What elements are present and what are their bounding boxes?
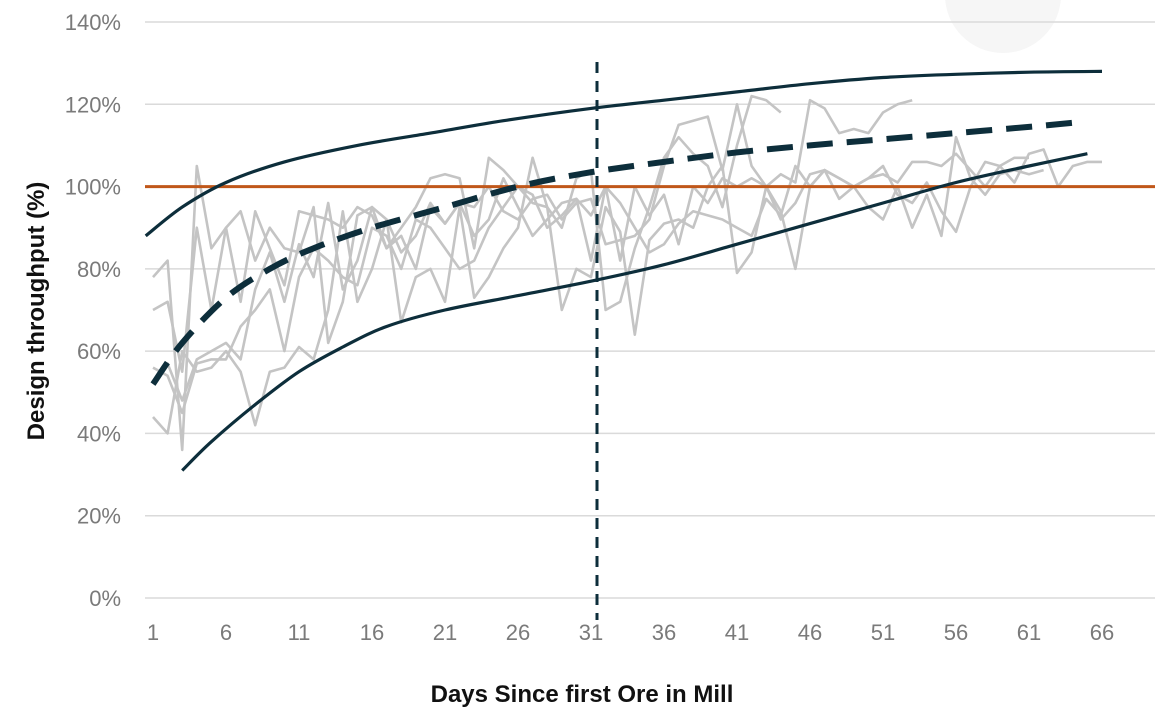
x-tick-label: 36 [652,620,676,645]
envelope-series [144,69,1103,472]
average-series-line [150,119,1074,386]
y-tick-label: 0% [89,586,121,611]
x-tick-label: 61 [1017,620,1041,645]
y-tick-label: 80% [77,257,121,282]
average-series [150,119,1074,386]
x-tick-label: 11 [288,620,311,645]
x-tick-label: 56 [944,620,968,645]
y-tick-label: 60% [77,339,121,364]
x-axis-title: Days Since first Ore in Mill [431,681,734,708]
gridlines [145,21,1155,599]
mill-series-line-2 [152,98,913,374]
x-tick-label: 1 [147,620,159,645]
y-tick-label: 100% [65,175,121,200]
x-tick-label: 26 [506,620,530,645]
x-tick-label: 21 [433,620,457,645]
mill-series [151,94,1102,452]
x-tick-label: 66 [1090,620,1114,645]
y-tick-label: 120% [65,92,121,117]
lower-envelope-line [181,152,1088,472]
x-tick-label: 41 [725,620,749,645]
x-tick-label: 31 [579,620,603,645]
y-axis-title: Design throughput (%) [23,182,50,441]
mill-series-line-5 [151,156,1029,402]
x-tick-label: 6 [220,620,232,645]
y-tick-label: 140% [65,10,121,35]
x-tick-label: 51 [871,620,895,645]
upper-envelope-line [144,69,1103,238]
y-tick-label: 20% [77,504,121,529]
x-axis-ticks: 1 6 11 16 21 26 31 36 41 46 51 56 61 66 [147,620,1114,645]
y-tick-label: 40% [77,421,121,446]
y-axis-ticks: 0% 20% 40% 60% 80% 100% 120% 140% [65,10,121,611]
x-tick-label: 16 [360,620,384,645]
decorative-circle [945,0,1061,53]
mill-series-line-1 [152,94,782,452]
mill-series-line-3 [152,148,1102,415]
x-tick-label: 46 [798,620,822,645]
